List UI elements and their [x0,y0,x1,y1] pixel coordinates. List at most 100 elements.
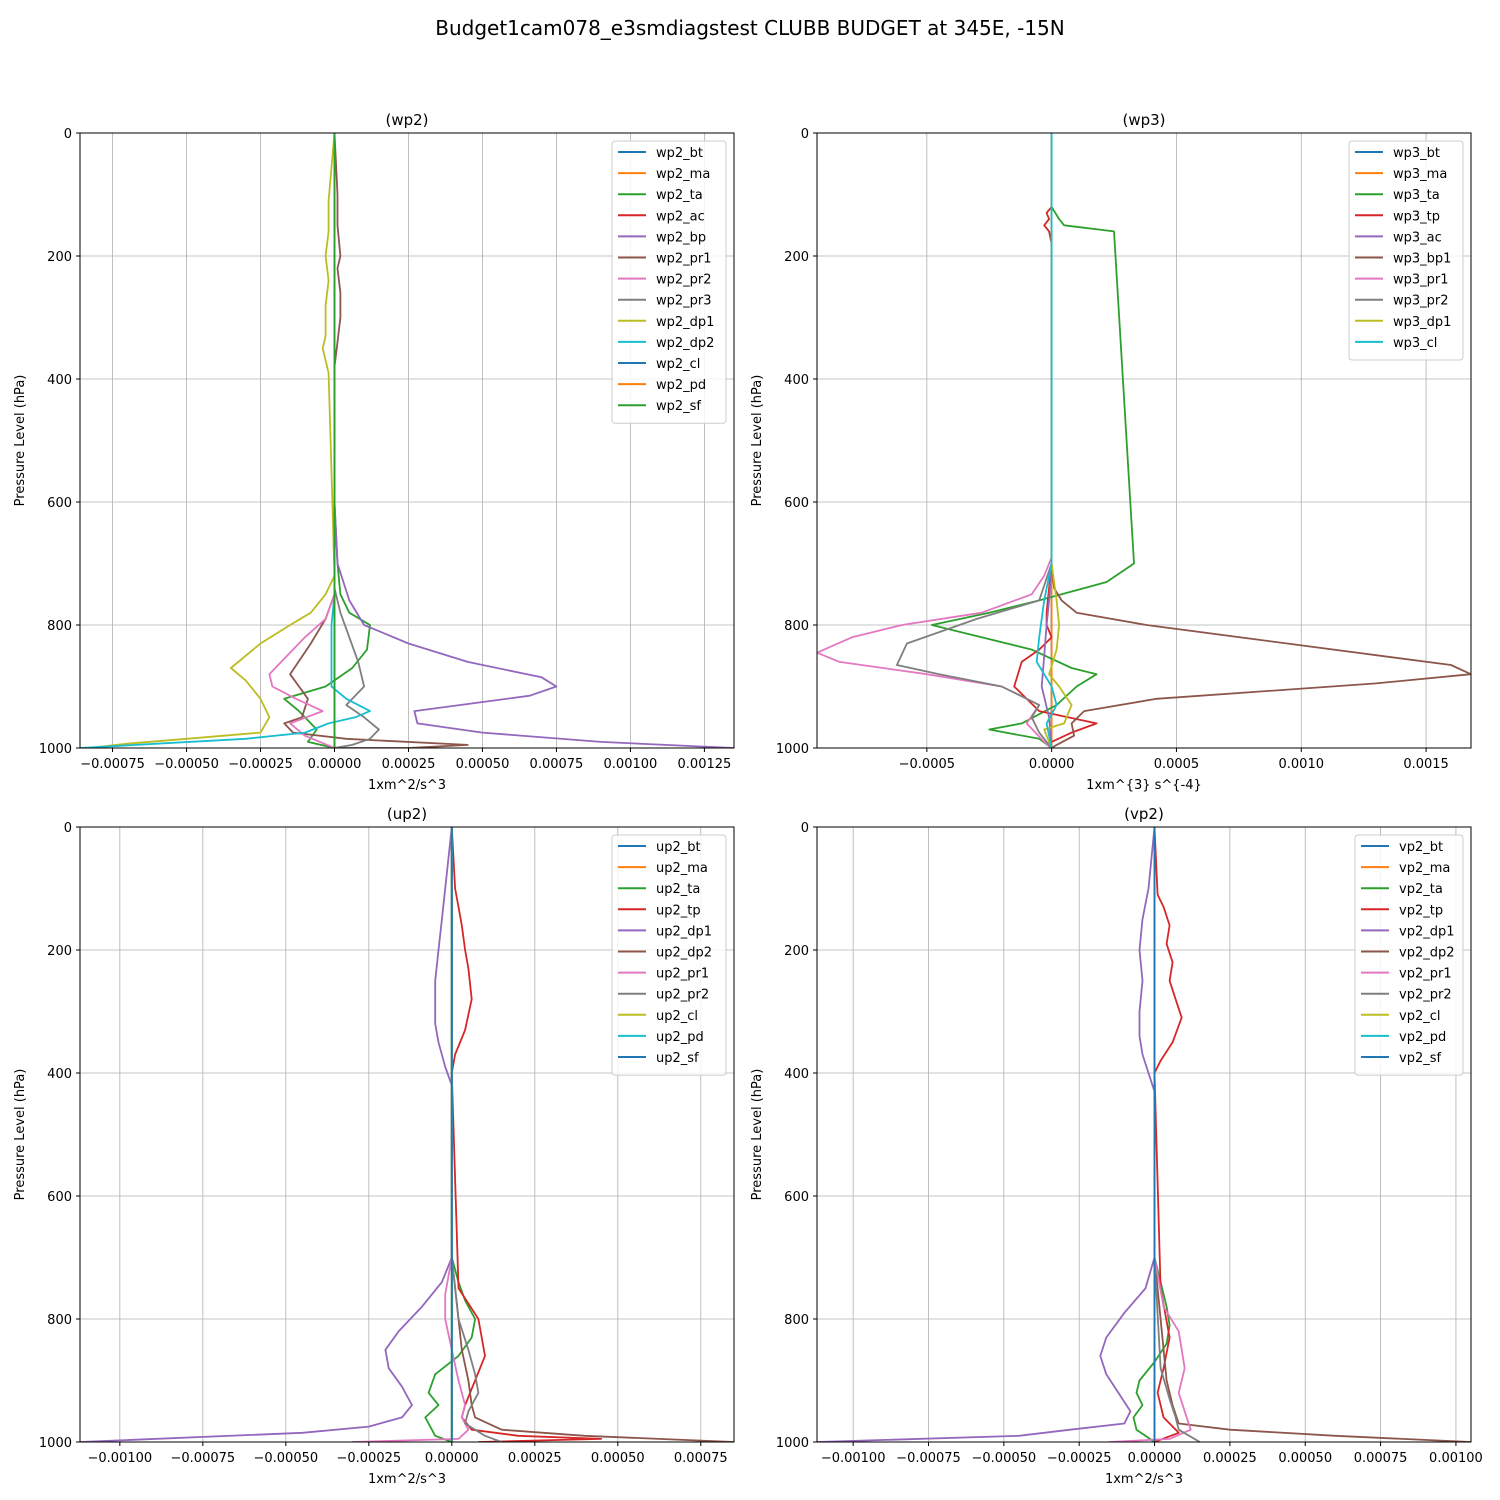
x-tick-label: −0.00050 [972,1451,1037,1466]
y-tick-label: 200 [784,944,809,959]
x-tick-label: −0.00075 [896,1451,961,1466]
series-line-vp2_dp1 [817,827,1156,1442]
legend-entry-vp2_pr2: vp2_pr2 [1399,988,1452,1003]
x-tick-label: −0.00100 [821,1451,886,1466]
legend-entry-wp2_bt: wp2_bt [656,146,703,161]
legend-box [1348,140,1464,361]
series-line-wp2_pr1 [283,133,469,748]
series-line-wp3_pr1 [817,133,1053,748]
x-tick-label: −0.00025 [228,757,293,772]
series-line-vp2_pr1 [1109,827,1192,1442]
legend-entry-wp2_cl: wp2_cl [656,357,700,372]
series-line-up2_ta [424,827,477,1442]
legend-entry-up2_tp: up2_tp [656,903,701,918]
x-tick-label: −0.00050 [154,757,219,772]
legend-entry-wp3_ac: wp3_ac [1393,230,1442,245]
legend-entry-wp2_pd: wp2_pd [656,378,706,393]
legend-entry-wp2_dp1: wp2_dp1 [656,315,714,330]
y-tick-label: 1000 [39,1436,72,1451]
legend: up2_bt up2_ma up2_ta up2_tp up2_dp1 up2_dp2up… [611,834,727,1076]
axes-frame [816,132,1472,749]
x-tick-label: −0.00025 [1047,1451,1112,1466]
legend-box [611,140,727,424]
x-tick-label: 0.00000 [308,757,362,772]
legend-entry-up2_pd: up2_pd [656,1030,704,1045]
x-tick-label: 0.00050 [456,757,510,772]
x-axis-label: 1xm^2/s^3 [368,1472,446,1487]
series-line-wp2_dp1 [88,133,336,748]
legend-entry-wp3_bt: wp3_bt [1393,146,1440,161]
legend-entry-up2_pr2: up2_pr2 [656,988,709,1003]
legend-entry-vp2_sf: vp2_sf [1399,1051,1441,1066]
legend-entry-wp2_pr3: wp2_pr3 [656,294,712,309]
legend-entry-vp2_dp2: vp2_dp2 [1399,946,1455,961]
legend-entry-up2_bt: up2_bt [656,840,701,855]
x-tick-label: −0.00025 [336,1451,401,1466]
series-line-wp3_cl [1035,133,1058,748]
x-tick-label: −0.0005 [899,757,955,772]
series-line-wp2_ta [283,133,371,748]
x-tick-label: −0.00075 [171,1451,236,1466]
legend-entry-vp2_dp1: vp2_dp1 [1399,924,1455,939]
y-tick-label: 800 [784,1313,809,1328]
series-line-wp3_dp1 [1043,133,1073,748]
series-line-up2_dp1 [80,827,453,1442]
y-tick-label: 0 [801,821,809,836]
legend-entry-up2_dp1: up2_dp1 [656,924,712,939]
legend-entry-up2_cl: up2_cl [656,1009,698,1024]
series-line-vp2_tp [1153,827,1183,1442]
axes-frame [79,826,735,1443]
series-line-wp2_dp2 [80,133,371,748]
legend: wp3_bt wp3_ma wp3_ta wp3_tp wp3_ac wp3_bp1 wp3… [1348,140,1464,361]
x-tick-label: 0.00025 [1203,1451,1257,1466]
y-tick-label: 1000 [776,742,809,757]
series-line-wp2_bp [333,133,734,748]
x-tick-label: 0.00075 [674,1451,728,1466]
legend-entry-vp2_tp: vp2_tp [1399,903,1443,918]
legend-entry-vp2_cl: vp2_cl [1399,1009,1440,1024]
y-tick-label: 800 [47,619,72,634]
chart-panel-2: −0.00100 −0.00075 −0.00050 −0.00025 0.00000 0… [13,805,735,1487]
y-axis-label: Pressure Level (hPa) [750,375,765,507]
legend-entry-up2_pr1: up2_pr1 [656,967,709,982]
legend-entry-wp3_ma: wp3_ma [1393,167,1447,182]
legend-entry-wp2_ac: wp2_ac [656,209,705,224]
y-tick-label: 0 [801,127,809,142]
legend-entry-up2_sf: up2_sf [656,1051,699,1066]
x-tick-label: 0.00025 [382,757,436,772]
series-group [80,133,734,748]
y-tick-label: 200 [47,944,72,959]
panel-title: (up2) [387,805,427,823]
y-tick-label: 800 [47,1313,72,1328]
legend-entry-wp3_bp1: wp3_bp1 [1393,252,1451,267]
legend-entry-wp2_sf: wp2_sf [656,399,701,414]
y-tick-label: 400 [47,1067,72,1082]
chart-panel-3: −0.00100 −0.00075 −0.00050 −0.00025 0.00000 0… [750,805,1483,1487]
legend-entry-vp2_pr1: vp2_pr1 [1399,967,1452,982]
series-group [817,827,1471,1442]
x-tick-label: 0.00100 [604,757,658,772]
series-line-wp3_ta [930,133,1135,748]
legend: vp2_bt vp2_ma vp2_ta vp2_tp vp2_dp1 vp2_dp2vp… [1354,834,1464,1076]
legend-entry-up2_dp2: up2_dp2 [656,946,712,961]
axes-frame [816,826,1472,1443]
series-line-up2_tp [450,827,603,1442]
x-axis-label: 1xm^2/s^3 [1105,1472,1183,1487]
legend-entry-wp3_cl: wp3_cl [1393,336,1437,351]
legend-entry-wp3_pr1: wp3_pr1 [1393,273,1449,288]
series-line-up2_pr1 [352,827,470,1442]
legend-entry-vp2_bt: vp2_bt [1399,840,1443,855]
y-tick-label: 600 [47,496,72,511]
series-line-wp2_pr2 [268,133,336,748]
panel-title: (wp3) [1122,111,1165,129]
x-tick-label: 0.0015 [1403,757,1449,772]
x-tick-label: 0.00025 [508,1451,562,1466]
y-tick-label: 0 [64,821,72,836]
y-tick-label: 400 [47,373,72,388]
panel-title: (wp2) [385,111,428,129]
legend-entry-vp2_ma: vp2_ma [1399,861,1450,876]
legend-entry-wp3_tp: wp3_tp [1393,209,1440,224]
series-line-vp2_dp2 [1153,827,1471,1442]
y-axis-label: Pressure Level (hPa) [750,1069,765,1201]
x-tick-label: −0.00075 [80,757,145,772]
